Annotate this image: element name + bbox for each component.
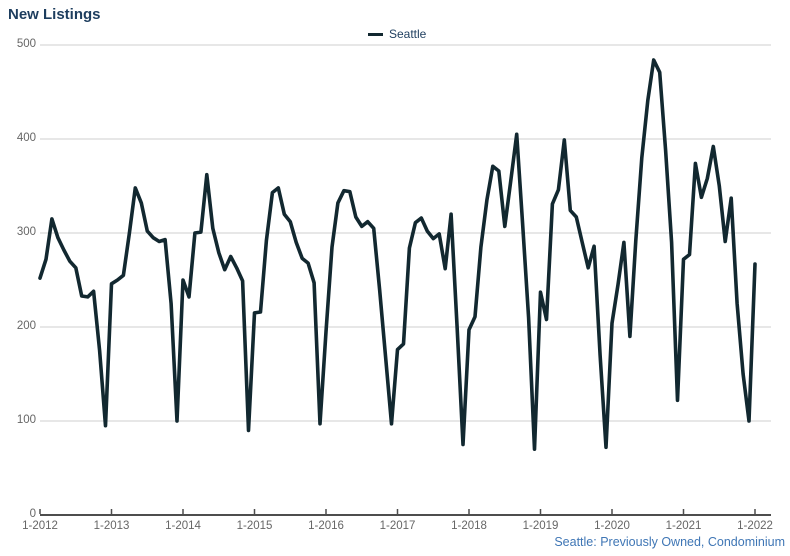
y-tick-label: 500	[16, 38, 36, 50]
page-title: New Listings	[8, 6, 101, 23]
y-tick-label: 0	[29, 508, 36, 520]
x-tick-label: 1-2012	[22, 520, 58, 532]
trend-line-seattle	[38, 58, 757, 452]
x-tick-label: 1-2019	[522, 520, 559, 532]
x-tick-label: 1-2018	[451, 520, 487, 532]
x-tick-label: 1-2017	[379, 520, 416, 532]
y-tick-label: 300	[16, 226, 36, 238]
legend-item-seattle[interactable]: Seattle	[368, 27, 426, 41]
legend-label: Seattle	[389, 27, 427, 41]
y-tick-label: 200	[16, 320, 36, 332]
legend-line-swatch-icon	[368, 32, 383, 37]
x-tick-label: 1-2022	[737, 520, 773, 532]
x-tick-label: 1-2014	[165, 520, 201, 532]
x-tick-label: 1-2016	[308, 520, 344, 532]
x-tick-label: 1-2021	[665, 520, 702, 532]
source-footnote: Seattle: Previously Owned, Condominium	[554, 535, 785, 549]
y-tick-label: 100	[16, 414, 36, 426]
y-tick-label: 400	[16, 132, 36, 144]
x-tick-label: 1-2013	[93, 520, 130, 532]
x-tick-label: 1-2020	[594, 520, 630, 532]
x-tick-label: 1-2015	[236, 520, 273, 532]
